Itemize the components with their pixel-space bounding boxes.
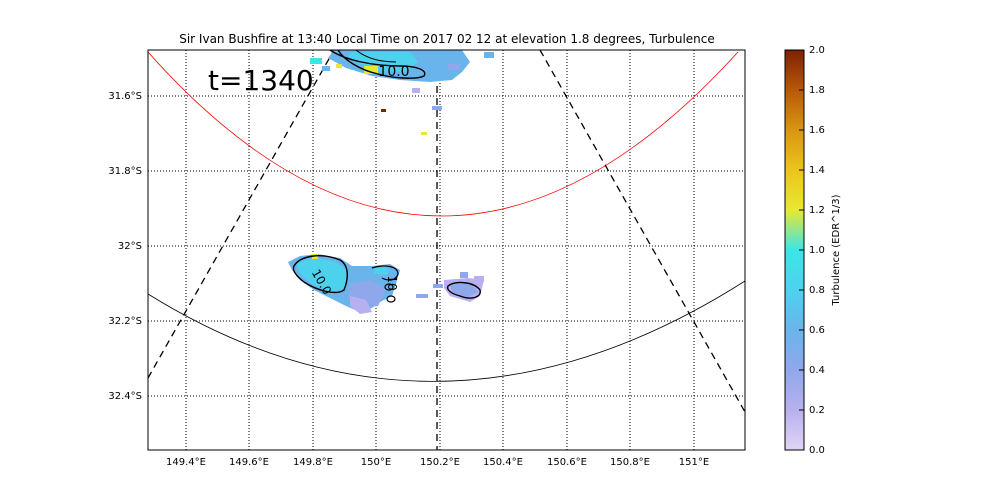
x-tick-label: 150°E [361, 457, 391, 468]
inner-range-ring [148, 51, 739, 217]
x-tick-label: 150.6°E [547, 457, 587, 468]
echo-region-central-east [433, 272, 484, 302]
colorbar-tick-label: 1.4 [809, 165, 825, 176]
colorbar-tick-label: 2.0 [809, 45, 825, 56]
x-tick-label: 151°E [679, 457, 709, 468]
colorbar-tick-label: 0.6 [809, 325, 825, 336]
plot-background [148, 50, 745, 450]
x-tick-label: 149.6°E [229, 457, 269, 468]
chart-title: Sir Ivan Bushfire at 13:40 Local Time on… [179, 32, 715, 46]
colorbar-tick-label: 0.8 [809, 285, 825, 296]
contour-label-north: 10.0 [378, 64, 409, 80]
colorbar: 0.0 0.2 0.4 0.6 0.8 1.0 1.2 1.4 1.6 1.8 … [784, 45, 842, 456]
echo-region-central-west [288, 254, 428, 314]
map-content: 10.0 10.0 10 t=1340 [148, 50, 745, 450]
gridlines [148, 50, 745, 450]
x-tick-label: 150.2°E [420, 457, 460, 468]
y-tick-label: 32.2°S [108, 316, 142, 327]
y-tick-label: 31.8°S [108, 166, 142, 177]
colorbar-tick-label: 0.2 [809, 405, 825, 416]
x-tick-labels: 149.4°E 149.6°E 149.8°E 150°E 150.2°E 15… [166, 457, 709, 468]
y-tick-label: 32.4°S [108, 391, 142, 402]
y-tick-labels: 31.6°S 31.8°S 32°S 32.2°S 32.4°S [108, 91, 142, 402]
colorbar-tick-label: 0.0 [809, 445, 825, 456]
time-annotation: t=1340 [208, 64, 314, 97]
y-tick-label: 31.6°S [108, 91, 142, 102]
colorbar-tick-labels: 0.0 0.2 0.4 0.6 0.8 1.0 1.2 1.4 1.6 1.8 … [809, 45, 825, 456]
colorbar-tick-label: 1.6 [809, 125, 825, 136]
outer-range-ring [148, 280, 745, 382]
colorbar-tick-label: 0.4 [809, 365, 825, 376]
axes-frame [147, 49, 746, 451]
beam-line-east [539, 50, 745, 413]
x-tick-label: 150.4°E [483, 457, 523, 468]
map-axes: 10.0 10.0 10 t=1340 149.4°E 149.6°E 149.… [108, 49, 746, 468]
x-tick-label: 149.4°E [166, 457, 206, 468]
echo-region-north [310, 50, 494, 135]
colorbar-label: Turbulence (EDR^1/3) [831, 194, 842, 306]
x-tick-label: 150.8°E [610, 457, 650, 468]
beam-line-west [148, 50, 335, 379]
colorbar-tick-label: 1.8 [809, 85, 825, 96]
x-tick-label: 149.8°E [293, 457, 333, 468]
contour-label-east: 10 [385, 275, 399, 290]
y-tick-label: 32°S [118, 241, 142, 252]
colorbar-tick-label: 1.0 [809, 245, 825, 256]
colorbar-tick-label: 1.2 [809, 205, 825, 216]
